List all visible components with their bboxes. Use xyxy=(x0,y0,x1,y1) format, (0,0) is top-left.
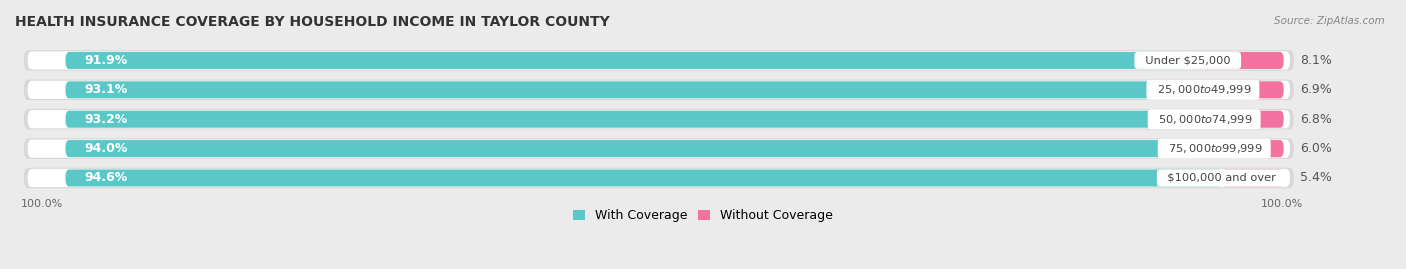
Text: Source: ZipAtlas.com: Source: ZipAtlas.com xyxy=(1274,16,1385,26)
FancyBboxPatch shape xyxy=(66,52,1188,69)
Text: 93.2%: 93.2% xyxy=(84,113,128,126)
FancyBboxPatch shape xyxy=(66,140,1215,157)
FancyBboxPatch shape xyxy=(1204,111,1284,128)
Text: $100,000 and over: $100,000 and over xyxy=(1160,173,1284,183)
Text: $25,000 to $49,999: $25,000 to $49,999 xyxy=(1150,83,1256,96)
FancyBboxPatch shape xyxy=(24,138,1294,159)
FancyBboxPatch shape xyxy=(28,140,1291,158)
Text: 5.4%: 5.4% xyxy=(1301,171,1331,185)
Text: 100.0%: 100.0% xyxy=(1260,199,1302,209)
FancyBboxPatch shape xyxy=(66,169,1222,186)
Text: 94.6%: 94.6% xyxy=(84,171,128,185)
FancyBboxPatch shape xyxy=(66,81,1204,98)
FancyBboxPatch shape xyxy=(24,168,1294,188)
Text: 91.9%: 91.9% xyxy=(84,54,128,67)
Text: $50,000 to $74,999: $50,000 to $74,999 xyxy=(1152,113,1257,126)
Text: 100.0%: 100.0% xyxy=(21,199,63,209)
Text: 6.9%: 6.9% xyxy=(1301,83,1331,96)
FancyBboxPatch shape xyxy=(1204,81,1284,98)
Text: HEALTH INSURANCE COVERAGE BY HOUSEHOLD INCOME IN TAYLOR COUNTY: HEALTH INSURANCE COVERAGE BY HOUSEHOLD I… xyxy=(15,15,610,29)
FancyBboxPatch shape xyxy=(1215,140,1284,157)
FancyBboxPatch shape xyxy=(24,109,1294,129)
FancyBboxPatch shape xyxy=(28,169,1291,187)
FancyBboxPatch shape xyxy=(1188,52,1284,69)
Text: 6.0%: 6.0% xyxy=(1301,142,1331,155)
Text: Under $25,000: Under $25,000 xyxy=(1137,55,1237,65)
Text: 93.1%: 93.1% xyxy=(84,83,128,96)
FancyBboxPatch shape xyxy=(28,81,1291,99)
FancyBboxPatch shape xyxy=(24,50,1294,71)
Text: 94.0%: 94.0% xyxy=(84,142,128,155)
Text: $75,000 to $99,999: $75,000 to $99,999 xyxy=(1161,142,1267,155)
FancyBboxPatch shape xyxy=(28,110,1291,128)
FancyBboxPatch shape xyxy=(24,80,1294,100)
Legend: With Coverage, Without Coverage: With Coverage, Without Coverage xyxy=(568,204,838,227)
Text: 8.1%: 8.1% xyxy=(1301,54,1331,67)
FancyBboxPatch shape xyxy=(66,111,1204,128)
FancyBboxPatch shape xyxy=(1222,169,1284,186)
Text: 6.8%: 6.8% xyxy=(1301,113,1331,126)
FancyBboxPatch shape xyxy=(28,51,1291,70)
